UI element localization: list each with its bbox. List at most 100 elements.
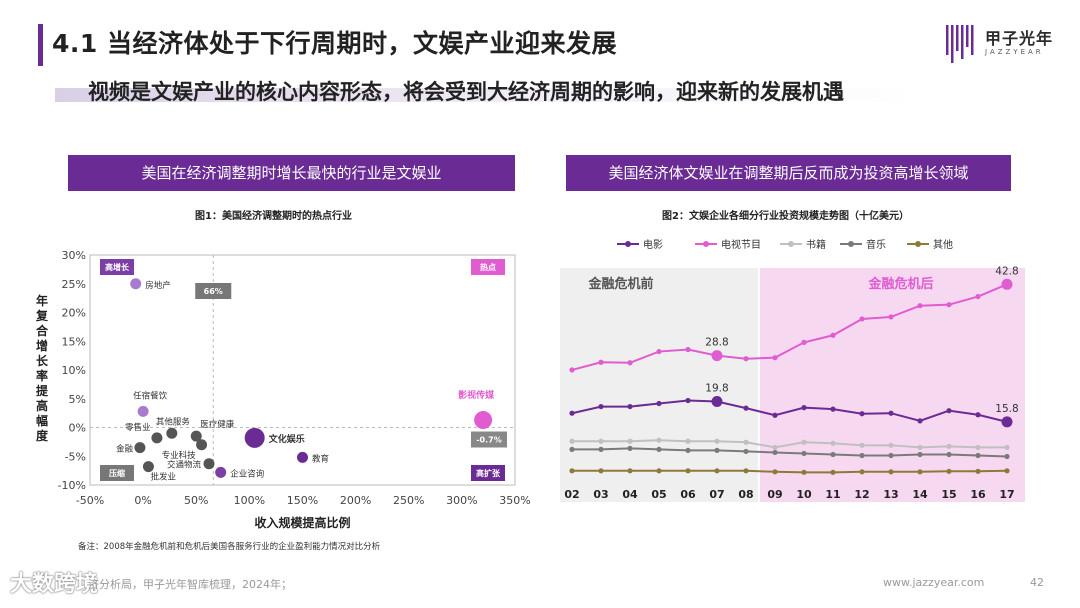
quadrant-label-high-growth: 高增长 bbox=[105, 262, 130, 272]
data-point bbox=[743, 439, 749, 445]
x-reference-label: 66% bbox=[204, 287, 223, 296]
scatter-point bbox=[190, 430, 202, 442]
data-point bbox=[656, 468, 662, 474]
legend-marker bbox=[848, 241, 854, 247]
point-label: 教育 bbox=[312, 453, 329, 464]
x-tick-label: 250% bbox=[393, 494, 424, 507]
data-point bbox=[1004, 444, 1010, 450]
data-point bbox=[627, 468, 633, 474]
subtitle-highlight bbox=[55, 88, 915, 102]
y-tick-label: -5% bbox=[65, 450, 86, 463]
data-point bbox=[801, 405, 807, 411]
data-point bbox=[946, 443, 952, 449]
data-label: 42.8 bbox=[995, 265, 1018, 277]
data-point bbox=[598, 438, 604, 444]
data-point bbox=[917, 444, 923, 450]
data-point bbox=[743, 468, 749, 474]
y-tick-label: 20% bbox=[62, 307, 86, 320]
data-point bbox=[714, 447, 720, 454]
data-point bbox=[714, 438, 720, 444]
data-point bbox=[685, 447, 691, 454]
point-label: 医疗健康 bbox=[200, 419, 235, 430]
data-point bbox=[598, 468, 604, 474]
x-tick-label: 03 bbox=[593, 488, 608, 501]
data-point bbox=[1001, 416, 1013, 428]
x-tick-label: 06 bbox=[680, 488, 696, 501]
scatter-point bbox=[215, 466, 227, 478]
data-point bbox=[656, 400, 662, 407]
data-point bbox=[1004, 468, 1010, 474]
legend-marker bbox=[625, 241, 631, 247]
website-link[interactable]: www.jazzyear.com bbox=[883, 576, 985, 589]
data-point bbox=[772, 469, 778, 475]
brand-watermark: 大数跨境 bbox=[10, 572, 99, 597]
series-line bbox=[572, 469, 1008, 474]
x-tick-label: 12 bbox=[854, 488, 869, 501]
data-point bbox=[830, 469, 836, 475]
data-point bbox=[598, 403, 604, 410]
data-point bbox=[772, 444, 778, 450]
series-line bbox=[572, 447, 1008, 458]
footnote: 备注：2008年金融危机前和危机后美国各服务行业的企业盈利能力情况对比分析 bbox=[78, 542, 381, 552]
data-point bbox=[569, 446, 575, 452]
data-point bbox=[743, 405, 749, 411]
quadrant-label-compress: 压缩 bbox=[109, 468, 125, 478]
data-point bbox=[917, 303, 923, 309]
data-point bbox=[801, 439, 807, 445]
point-label: 零售业 bbox=[125, 422, 151, 433]
line-chart: 金融危机前 金融危机后 电影 电视节目 书籍 音乐 其他 19.8 15.8 28.8 42.8 02… bbox=[560, 238, 1025, 502]
x-tick-label: 14 bbox=[912, 488, 928, 501]
source-text: 济分析局，甲子光年智库梳理，2024年； bbox=[88, 578, 292, 591]
y-tick-label: 30% bbox=[62, 249, 86, 262]
x-axis-label: 收入规模提高比例 bbox=[254, 515, 350, 530]
legend-marker bbox=[915, 241, 921, 247]
legend-label: 其他 bbox=[933, 238, 953, 251]
y-tick-label: 15% bbox=[62, 335, 86, 348]
y-tick-label: 0% bbox=[69, 422, 86, 435]
plot-area bbox=[89, 254, 516, 486]
data-point bbox=[917, 451, 923, 458]
x-tick-label: 17 bbox=[999, 488, 1014, 501]
x-tick-label: 100% bbox=[234, 494, 265, 507]
point-label: 其他服务 bbox=[156, 416, 191, 427]
pre-crisis-region bbox=[560, 268, 758, 502]
left-figure-title: 图1：美国经济调整期时的热点行业 bbox=[195, 211, 352, 222]
x-tick-label: 50% bbox=[184, 494, 208, 507]
x-tick-label: 11 bbox=[825, 488, 840, 501]
y-tick-label: 25% bbox=[62, 278, 86, 291]
x-tick-label: 13 bbox=[883, 488, 898, 501]
data-point bbox=[801, 469, 807, 475]
data-point bbox=[1004, 453, 1010, 460]
data-point bbox=[888, 452, 894, 459]
logo-wordmark-en: JAZZYEAR bbox=[985, 48, 1044, 56]
logo-wordmark: 甲子光年 bbox=[985, 29, 1054, 48]
x-tick-label: 350% bbox=[499, 494, 530, 507]
x-tick-label: 16 bbox=[970, 488, 986, 501]
data-point bbox=[711, 395, 723, 407]
data-point bbox=[743, 448, 749, 455]
scatter-point bbox=[297, 451, 308, 463]
data-point bbox=[685, 397, 691, 404]
data-point bbox=[627, 438, 633, 444]
legend-label: 电视节目 bbox=[721, 238, 761, 251]
legend-label: 电影 bbox=[643, 238, 663, 251]
data-point bbox=[685, 468, 691, 474]
data-point bbox=[685, 346, 691, 353]
data-point bbox=[627, 403, 633, 410]
quadrant-label-hotspot: 热点 bbox=[480, 262, 496, 272]
data-point bbox=[627, 360, 633, 366]
data-point bbox=[830, 332, 836, 338]
data-point bbox=[598, 446, 604, 452]
legend-label: 音乐 bbox=[866, 238, 886, 251]
x-tick-label: 07 bbox=[709, 488, 724, 501]
scatter-point bbox=[474, 411, 493, 430]
y-tick-label: -10% bbox=[58, 479, 86, 492]
page-subtitle: 视频是文娱产业的核心内容形态，将会受到大经济周期的影响，迎来新的发展机遇 bbox=[88, 80, 844, 104]
data-label: 19.8 bbox=[705, 382, 728, 394]
x-tick-label: 150% bbox=[287, 494, 318, 507]
x-tick-label: 08 bbox=[738, 488, 753, 501]
data-point bbox=[656, 446, 662, 452]
series-line bbox=[571, 399, 1008, 423]
data-label: 15.8 bbox=[995, 403, 1018, 415]
quadrant-label-expand-box bbox=[471, 465, 505, 481]
